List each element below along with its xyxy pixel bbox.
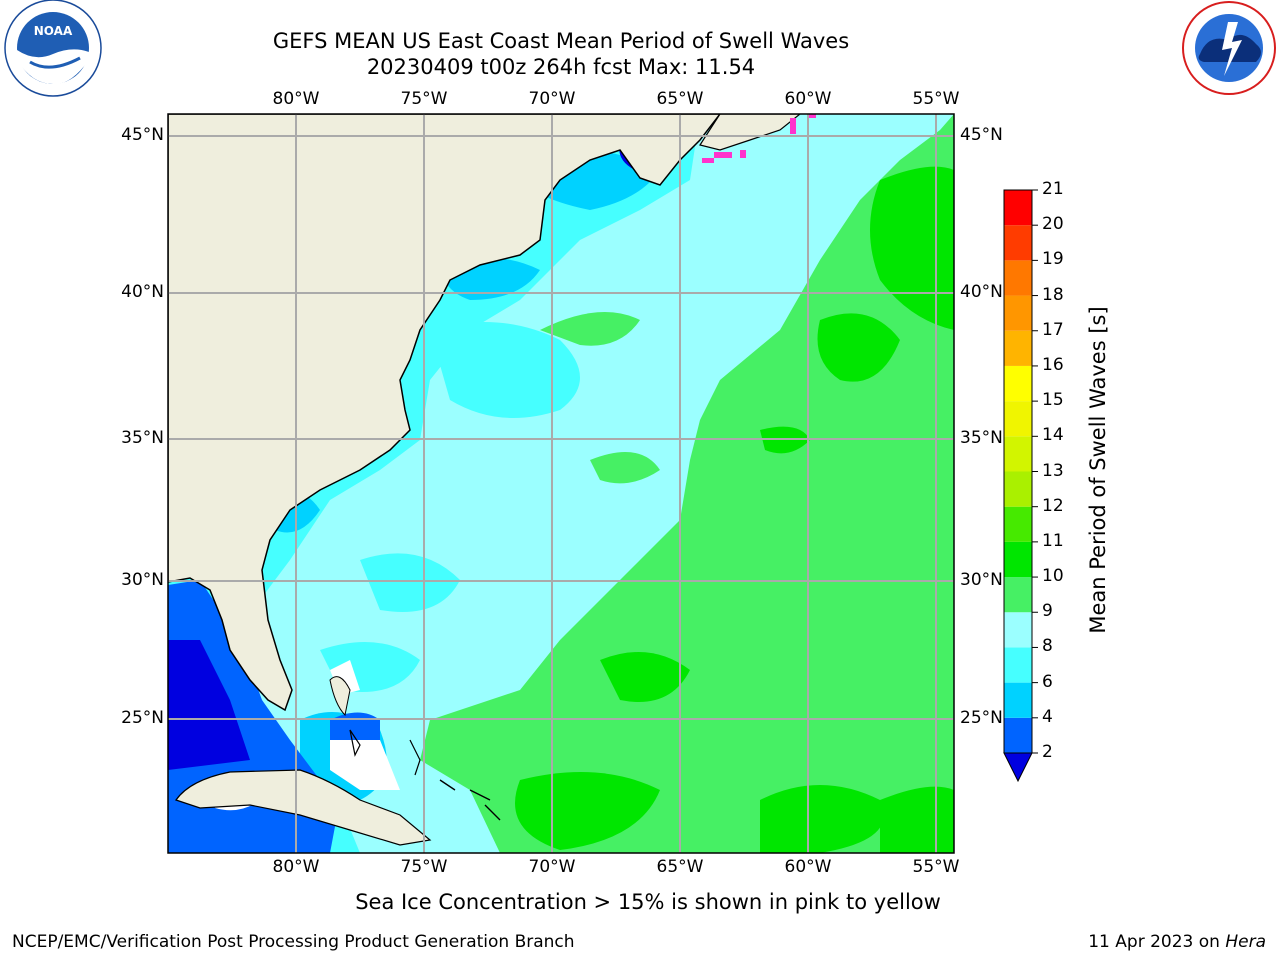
lat-label-right: 45°N xyxy=(960,125,1003,145)
colorbar-segment xyxy=(1004,401,1032,437)
credit-text: NCEP/EMC/Verification Post Processing Pr… xyxy=(12,932,575,952)
colorbar-segment xyxy=(1004,717,1032,753)
colorbar-segment xyxy=(1004,225,1032,261)
colorbar-tick-label: 12 xyxy=(1042,495,1064,516)
lon-label-bottom: 70°W xyxy=(528,857,576,877)
lat-label-right: 40°N xyxy=(960,282,1003,302)
colorbar-segment xyxy=(1004,471,1032,507)
lon-label-top: 65°W xyxy=(656,89,704,109)
colorbar-tick-label: 14 xyxy=(1042,425,1064,446)
colorbar-tick-label: 16 xyxy=(1042,354,1064,375)
colorbar-tick-label: 9 xyxy=(1042,601,1053,622)
colorbar-tick-label: 11 xyxy=(1042,530,1064,551)
colorbar-tick-label: 18 xyxy=(1042,284,1064,305)
colorbar-segment xyxy=(1004,612,1032,648)
colorbar-segment xyxy=(1004,541,1032,578)
colorbar-tick-label: 19 xyxy=(1042,249,1064,270)
lon-label-bottom: 60°W xyxy=(784,857,832,877)
date-text: 11 Apr 2023 on Hera xyxy=(1088,932,1266,952)
land-cuba xyxy=(175,769,432,846)
colorbar-tick-label: 10 xyxy=(1042,566,1064,587)
colorbar-tick-label: 8 xyxy=(1042,636,1053,657)
colorbar-tick-label: 15 xyxy=(1042,390,1064,411)
sea-ice-marker xyxy=(702,158,714,163)
lon-label-top: 75°W xyxy=(400,89,448,109)
lon-label-bottom: 75°W xyxy=(400,857,448,877)
lon-label-bottom: 55°W xyxy=(912,857,960,877)
lon-label-top: 55°W xyxy=(912,89,960,109)
lat-label-right: 30°N xyxy=(960,570,1003,590)
colorbar-tick-label: 17 xyxy=(1042,319,1064,340)
colorbar-segment xyxy=(1004,190,1032,226)
lon-label-bottom: 80°W xyxy=(272,857,320,877)
colorbar-segment xyxy=(1004,506,1032,542)
nws-logo xyxy=(1182,1,1276,95)
noaa-logo: NOAA xyxy=(4,0,102,97)
lon-label-top: 70°W xyxy=(528,89,576,109)
colorbar-segment xyxy=(1004,682,1032,718)
lat-label-right: 35°N xyxy=(960,428,1003,448)
sea-ice-note: Sea Ice Concentration > 15% is shown in … xyxy=(355,890,941,914)
lat-label-left: 40°N xyxy=(121,282,164,302)
graticule xyxy=(168,114,954,853)
colorbar-segment xyxy=(1004,260,1032,296)
lat-label-left: 25°N xyxy=(121,708,164,728)
colorbar-segment xyxy=(1004,365,1032,402)
lat-label-right: 25°N xyxy=(960,708,1003,728)
colorbar-tick-label: 2 xyxy=(1042,742,1053,762)
colorbar-segment xyxy=(1004,330,1032,366)
lon-label-top: 80°W xyxy=(272,89,320,109)
chart-subtitle: 20230409 t00z 264h fcst Max: 11.54 xyxy=(366,55,756,79)
colorbar-under-extension xyxy=(1003,752,1033,783)
noaa-logo-text: NOAA xyxy=(34,24,73,38)
colorbar-segment xyxy=(1004,295,1032,331)
chart-title: GEFS MEAN US East Coast Mean Period of S… xyxy=(272,29,850,53)
lat-label-left: 30°N xyxy=(121,570,164,590)
land-north-america xyxy=(168,114,721,712)
date-value: 11 Apr 2023 on xyxy=(1088,932,1220,952)
lon-label-top: 60°W xyxy=(784,89,832,109)
colorbar-segment xyxy=(1004,436,1032,472)
lat-label-left: 35°N xyxy=(121,428,164,448)
colorbar-tick-label: 13 xyxy=(1042,460,1064,481)
colorbar-tick-label: 21 xyxy=(1042,179,1064,199)
colorbar-segment xyxy=(1004,647,1032,683)
colorbar-title: Mean Period of Swell Waves [s] xyxy=(1086,306,1110,634)
lat-label-left: 45°N xyxy=(121,125,164,145)
lon-label-bottom: 65°W xyxy=(656,857,704,877)
colorbar xyxy=(1003,189,1038,783)
map-frame xyxy=(167,113,955,854)
colorbar-tick-label: 6 xyxy=(1042,671,1053,692)
colorbar-tick-label: 20 xyxy=(1042,214,1064,235)
map-field xyxy=(168,114,954,853)
machine-name: Hera xyxy=(1225,932,1266,952)
colorbar-segment xyxy=(1004,577,1032,613)
ocean-green xyxy=(420,114,954,853)
colorbar-tick-label: 4 xyxy=(1042,706,1053,727)
